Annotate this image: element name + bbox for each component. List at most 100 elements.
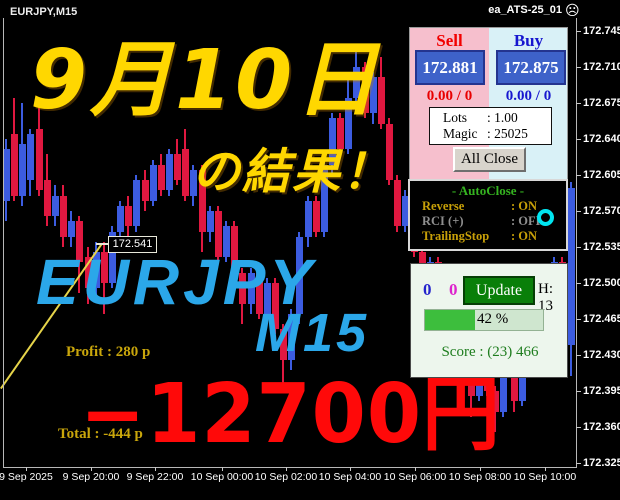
time-tick-mark	[26, 467, 27, 471]
magic-label: Magic	[443, 126, 478, 141]
price-tick-label: 172.605	[583, 169, 620, 181]
candle-body	[207, 211, 214, 232]
candle-body	[44, 180, 51, 216]
ea-status-smiley-icon[interactable]: ☹	[565, 2, 580, 18]
autoclose-title: - AutoClose -	[451, 183, 525, 198]
ea-name-label: ea_ATS-25_01	[488, 4, 562, 16]
candle-body	[117, 206, 124, 232]
lots-magic-box: Lots : 1.00 Magic : 25025	[429, 107, 552, 145]
candle-body	[256, 273, 263, 314]
candle-body	[199, 170, 206, 232]
price-tag: 172.541	[108, 236, 157, 253]
candle-body	[68, 221, 75, 237]
candle-body	[280, 329, 287, 360]
time-tick-label: 9 Sep 2025	[0, 471, 53, 483]
candle-body	[500, 376, 507, 412]
rci-toggle-icon[interactable]	[537, 209, 554, 226]
update-button[interactable]: Update	[463, 276, 535, 305]
price-tick-mark	[576, 175, 581, 176]
candle-body	[370, 77, 377, 113]
time-tick-mark	[480, 467, 481, 471]
time-tick-mark	[545, 467, 546, 471]
reverse-value: : ON	[511, 199, 538, 213]
price-tick-mark	[576, 463, 581, 464]
price-tick-label: 172.675	[583, 97, 620, 109]
time-tick-mark	[286, 467, 287, 471]
loss-amount-text: −12700円	[80, 367, 501, 462]
price-tick-label: 172.640	[583, 133, 620, 145]
lots-row: Lots : 1.00	[443, 110, 551, 126]
time-tick-label: 10 Sep 00:00	[190, 471, 254, 483]
candle-body	[402, 196, 409, 226]
autoclose-row-trailingstop: TrailingStop: ON	[410, 229, 566, 244]
candle-body	[313, 201, 320, 232]
headline-date-text: 9月10日	[30, 33, 381, 128]
buy-stats: 0.00 / 0	[505, 88, 552, 104]
price-tick-label: 172.395	[583, 385, 620, 397]
candle-body	[511, 376, 518, 401]
candle-body	[150, 165, 157, 201]
progress-bar-fill	[425, 310, 475, 330]
headline-result-text: の結果！	[192, 144, 393, 200]
magic-value: : 25025	[487, 126, 528, 141]
candle-body	[305, 201, 312, 237]
candle-body	[27, 134, 34, 180]
candle-body	[345, 98, 352, 149]
all-close-button[interactable]: All Close	[453, 147, 526, 172]
candle-body	[476, 365, 483, 396]
price-tick-label: 172.570	[583, 205, 620, 217]
time-tick-mark	[222, 467, 223, 471]
autoclose-row-rci: RCI (+): OFF	[410, 214, 566, 229]
candle-body	[484, 365, 491, 391]
candle-body	[492, 391, 499, 412]
candle-body	[215, 211, 222, 257]
candle-body	[19, 144, 26, 196]
price-tick-label: 172.465	[583, 313, 620, 325]
candle-body	[468, 365, 475, 396]
price-tick-mark	[576, 139, 581, 140]
candle-body	[296, 237, 303, 314]
sell-price-button[interactable]: 172.881	[415, 50, 485, 85]
counter-magenta: 0	[449, 280, 458, 299]
price-tick-label: 172.430	[583, 349, 620, 361]
lots-value: : 1.00	[487, 110, 518, 125]
autoclose-panel: - AutoClose - Reverse: ON RCI (+): OFF T…	[408, 179, 568, 251]
time-tick-label: 9 Sep 20:00	[62, 471, 120, 483]
candle-body	[329, 118, 336, 165]
candle-body	[519, 365, 526, 401]
price-tick-label: 172.710	[583, 61, 620, 73]
price-tick-label: 172.360	[583, 421, 620, 433]
total-label: Total : -444 p	[58, 426, 143, 442]
chart-symbol-title: EURJPY,M15	[10, 6, 78, 18]
candle-body	[248, 273, 255, 304]
score-label: Score : (23) 466	[441, 344, 539, 360]
trade-panel: Sell Buy 172.881 172.875 0.00 / 0 0.00 /…	[409, 27, 568, 180]
trailingstop-value: : ON	[511, 229, 538, 243]
candle-body	[182, 149, 189, 196]
lots-label: Lots	[443, 110, 468, 125]
candle-body	[109, 232, 116, 283]
price-tick-mark	[576, 355, 581, 356]
price-tick-mark	[576, 211, 581, 212]
candle-body	[353, 67, 360, 98]
time-tick-label: 10 Sep 08:00	[448, 471, 512, 483]
time-tick-mark	[350, 467, 351, 471]
candle-body	[568, 188, 575, 345]
price-axis-line	[576, 18, 577, 468]
price-tick-label: 172.500	[583, 277, 620, 289]
timeframe-watermark-text: M15	[255, 303, 370, 363]
candle-body	[142, 180, 149, 201]
time-tick-label: 10 Sep 04:00	[318, 471, 382, 483]
time-tick-mark	[91, 467, 92, 471]
candle-body	[85, 257, 92, 288]
buy-price-button[interactable]: 172.875	[496, 50, 566, 85]
price-tick-mark	[576, 391, 581, 392]
buy-label: Buy	[513, 31, 544, 50]
candle-body	[362, 67, 369, 113]
magic-row: Magic : 25025	[443, 126, 551, 142]
progress-percent-label: 42 %	[477, 311, 509, 327]
time-tick-label: 10 Sep 06:00	[383, 471, 447, 483]
sell-stats: 0.00 / 0	[426, 88, 473, 104]
candle-body	[394, 180, 401, 226]
time-tick-label: 9 Sep 22:00	[126, 471, 184, 483]
